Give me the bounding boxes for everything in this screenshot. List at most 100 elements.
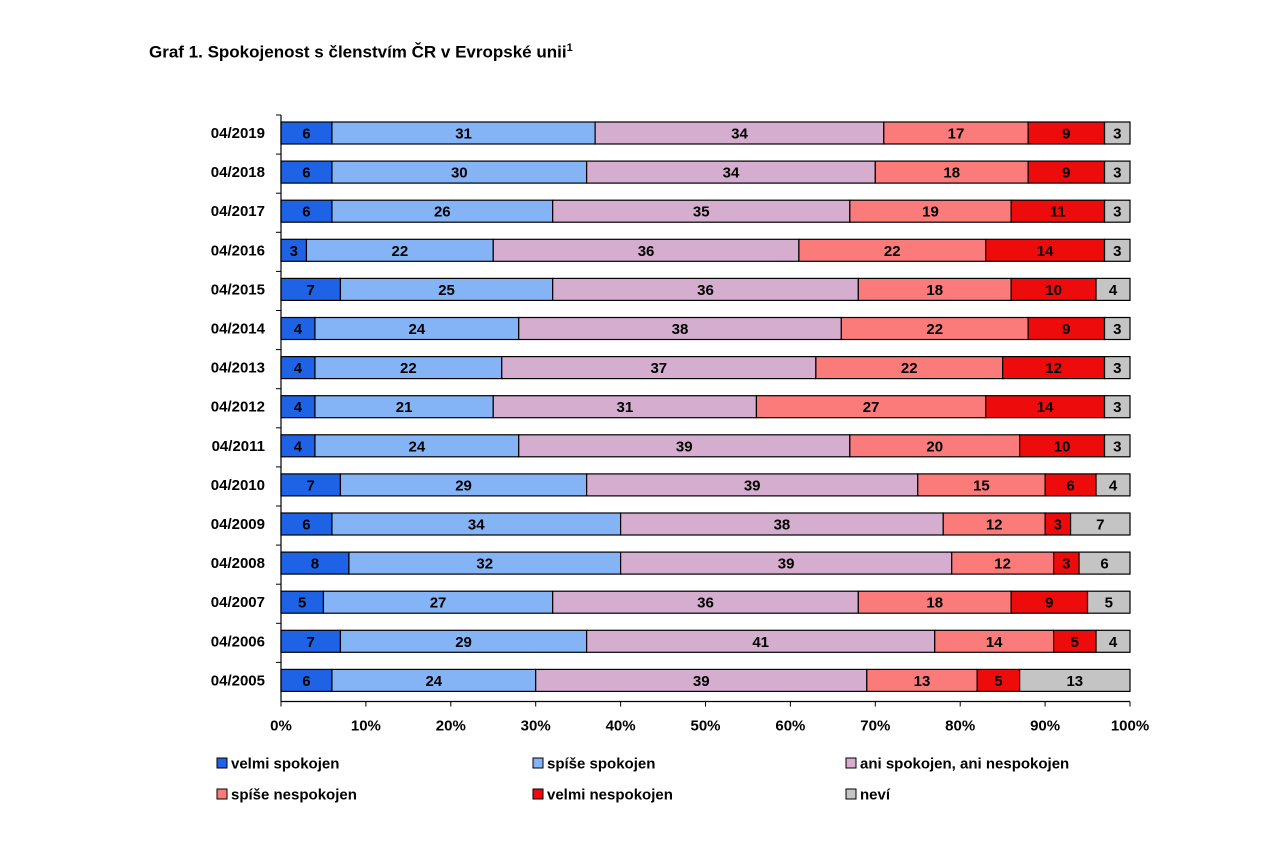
data-label: 14	[986, 634, 1003, 651]
data-label: 3	[1054, 517, 1062, 534]
bar-segment-nevi	[1103, 395, 1131, 419]
category-label: 04/2017	[211, 203, 265, 220]
chart-title-text: Graf 1. Spokojenost s členstvím ČR v Evr…	[149, 42, 567, 62]
data-label: 39	[676, 438, 693, 455]
x-tick-label: 20%	[436, 718, 466, 735]
data-label: 29	[455, 634, 472, 651]
data-label: 14	[1037, 243, 1054, 260]
data-label: 3	[1113, 204, 1121, 221]
data-label: 9	[1062, 165, 1070, 182]
data-label: 6	[302, 126, 310, 143]
data-label: 7	[1096, 517, 1104, 534]
x-tick-label: 0%	[270, 718, 292, 735]
data-label: 13	[1066, 673, 1083, 690]
data-label: 5	[1071, 634, 1079, 651]
legend-label-nevi: neví	[860, 787, 891, 804]
legend-label-spise-nespokojen: spíše nespokojen	[231, 787, 357, 804]
category-label: 04/2008	[211, 555, 265, 572]
data-label: 32	[476, 556, 493, 573]
data-label: 22	[884, 243, 901, 260]
data-label: 41	[752, 634, 769, 651]
data-label: 5	[298, 595, 306, 612]
bars-layer: 04/2019 6 31 34 17 9 304/2018 6 30 34 18 9 304/2017 6…	[211, 121, 1131, 693]
data-label: 22	[392, 243, 409, 260]
data-label: 7	[307, 477, 315, 494]
data-label: 7	[307, 634, 315, 651]
data-label: 3	[1113, 243, 1121, 260]
data-label: 5	[1105, 595, 1113, 612]
data-label: 7	[307, 282, 315, 299]
data-label: 18	[943, 165, 960, 182]
data-label: 21	[396, 399, 413, 416]
category-label: 04/2010	[211, 477, 265, 494]
data-label: 38	[672, 321, 689, 338]
legend-swatch-nevi	[845, 788, 857, 800]
legend-swatch-ani-spokojen-ani-nespokojen	[845, 757, 857, 769]
bar-segment-nevi	[1019, 668, 1131, 693]
data-label: 39	[693, 673, 710, 690]
data-label: 5	[994, 673, 1002, 690]
data-label: 22	[400, 360, 417, 377]
data-label: 6	[1100, 556, 1108, 573]
bar-segment-nevi	[1086, 590, 1131, 614]
data-label: 26	[434, 204, 451, 221]
legend: velmi spokojen spíše spokojen ani spokojen…	[216, 756, 1069, 804]
data-label: 6	[302, 204, 310, 221]
category-label: 04/2013	[211, 360, 265, 377]
bar-segment-nevi	[1069, 512, 1131, 536]
legend-swatch-spise-nespokojen	[216, 788, 228, 800]
data-label: 3	[1062, 556, 1070, 573]
data-label: 36	[638, 243, 655, 260]
data-label: 3	[1113, 126, 1121, 143]
x-tick-label: 30%	[521, 718, 551, 735]
legend-label-spise-spokojen: spíše spokojen	[547, 756, 655, 773]
data-label: 9	[1045, 595, 1053, 612]
legend-label-velmi-spokojen: velmi spokojen	[231, 756, 339, 773]
x-tick-label: 60%	[775, 718, 805, 735]
category-label: 04/2012	[211, 399, 265, 416]
bar-segment-nevi	[1095, 277, 1131, 301]
bar-segment-nevi	[1095, 629, 1131, 653]
legend-label-velmi-nespokojen: velmi nespokojen	[547, 787, 673, 804]
bar-segment-nevi	[1078, 551, 1131, 575]
data-label: 3	[290, 243, 298, 260]
category-label: 04/2005	[211, 672, 265, 689]
data-label: 4	[294, 438, 303, 455]
data-label: 12	[1045, 360, 1062, 377]
data-label: 34	[731, 126, 748, 143]
data-label: 30	[451, 165, 468, 182]
legend-swatch-spise-spokojen	[532, 757, 544, 769]
data-label: 4	[1109, 282, 1118, 299]
data-label: 27	[430, 595, 447, 612]
data-label: 9	[1062, 321, 1070, 338]
x-tick-label: 10%	[351, 718, 381, 735]
data-label: 27	[863, 399, 880, 416]
x-tick-label: 90%	[1030, 718, 1060, 735]
data-label: 22	[901, 360, 918, 377]
x-tick-label: 70%	[860, 718, 890, 735]
data-label: 31	[455, 126, 472, 143]
category-label: 04/2015	[211, 281, 265, 298]
data-label: 10	[1054, 438, 1071, 455]
data-label: 29	[455, 477, 472, 494]
data-label: 12	[986, 517, 1003, 534]
data-label: 20	[926, 438, 943, 455]
data-label: 18	[926, 282, 943, 299]
data-label: 3	[1113, 321, 1121, 338]
data-label: 3	[1113, 399, 1121, 416]
x-axis: 0% 10% 20% 30% 40% 50% 60% 70% 80% 90% 100%	[270, 114, 1149, 735]
data-label: 14	[1037, 399, 1054, 416]
data-label: 15	[973, 477, 990, 494]
bar-segment-nevi	[1103, 316, 1131, 341]
data-label: 19	[922, 204, 939, 221]
data-label: 39	[744, 477, 761, 494]
data-label: 4	[1109, 634, 1118, 651]
bar-segment-nevi	[1103, 160, 1131, 184]
legend-swatch-velmi-nespokojen	[532, 788, 544, 800]
data-label: 6	[302, 165, 310, 182]
x-tick-label: 80%	[945, 718, 975, 735]
category-label: 04/2006	[211, 633, 265, 650]
category-label: 04/2009	[211, 516, 265, 533]
legend-swatch-velmi-spokojen	[216, 757, 228, 769]
data-label: 3	[1113, 438, 1121, 455]
